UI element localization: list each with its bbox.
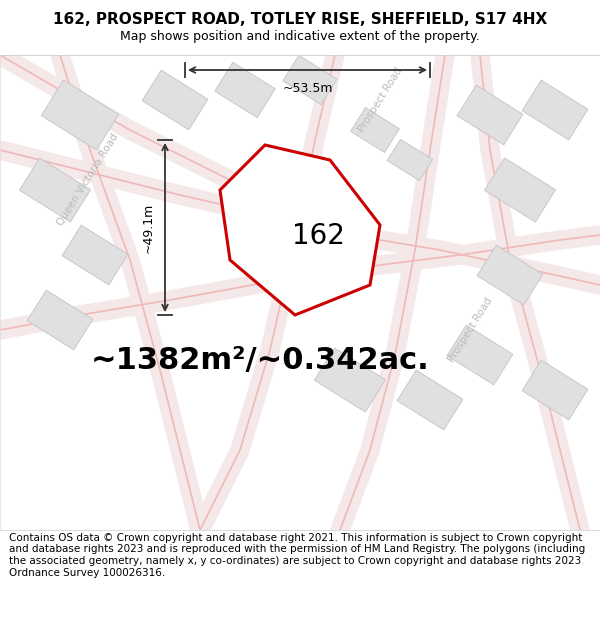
Polygon shape [220, 145, 380, 315]
Text: Map shows position and indicative extent of the property.: Map shows position and indicative extent… [120, 30, 480, 43]
Text: Contains OS data © Crown copyright and database right 2021. This information is : Contains OS data © Crown copyright and d… [9, 533, 585, 578]
Polygon shape [397, 370, 463, 430]
Polygon shape [350, 107, 400, 152]
Polygon shape [237, 190, 303, 250]
Polygon shape [215, 62, 275, 118]
Text: 162, PROSPECT ROAD, TOTLEY RISE, SHEFFIELD, S17 4HX: 162, PROSPECT ROAD, TOTLEY RISE, SHEFFIE… [53, 12, 547, 27]
Polygon shape [142, 70, 208, 130]
Polygon shape [457, 85, 523, 145]
Text: Queen Victoria Road: Queen Victoria Road [56, 132, 121, 228]
Polygon shape [283, 56, 337, 104]
Polygon shape [387, 139, 433, 181]
Polygon shape [484, 158, 556, 222]
Polygon shape [27, 290, 93, 350]
Text: ~53.5m: ~53.5m [282, 82, 333, 95]
Text: ~49.1m: ~49.1m [142, 202, 155, 252]
Polygon shape [19, 158, 91, 222]
Polygon shape [41, 80, 119, 150]
Text: Prospect Road: Prospect Road [446, 296, 494, 364]
Polygon shape [477, 245, 543, 305]
Text: ~1382m²/~0.342ac.: ~1382m²/~0.342ac. [91, 346, 430, 374]
Text: Prospect Road: Prospect Road [356, 66, 404, 134]
Polygon shape [447, 325, 513, 385]
Polygon shape [314, 348, 386, 412]
Polygon shape [62, 225, 128, 285]
Polygon shape [522, 80, 588, 140]
Polygon shape [522, 360, 588, 420]
Text: 162: 162 [292, 222, 345, 250]
